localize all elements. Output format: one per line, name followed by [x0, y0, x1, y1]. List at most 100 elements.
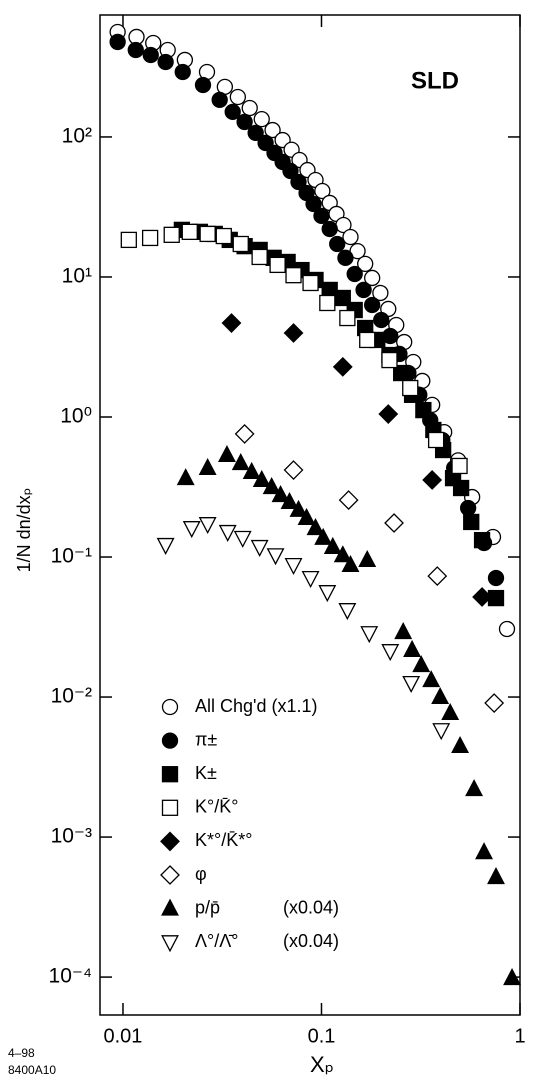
marker — [498, 620, 516, 638]
marker — [364, 296, 381, 314]
marker — [432, 723, 451, 741]
marker — [247, 124, 264, 141]
legend-label: π± — [195, 729, 217, 749]
legend-marker — [161, 766, 179, 783]
marker — [465, 779, 484, 797]
marker — [378, 404, 399, 424]
marker — [427, 431, 445, 449]
legend-label: K± — [195, 763, 217, 783]
legend-label: φ — [195, 864, 207, 884]
marker — [422, 670, 441, 688]
marker — [314, 182, 331, 200]
x-tick-label: 0.01 — [104, 1025, 143, 1047]
marker — [157, 53, 174, 71]
marker — [198, 517, 217, 535]
marker — [241, 99, 258, 117]
marker — [364, 269, 381, 287]
marker — [217, 445, 236, 463]
marker — [283, 460, 304, 480]
marker — [381, 351, 398, 369]
marker — [306, 518, 325, 536]
legend-marker — [161, 698, 179, 716]
marker — [297, 507, 316, 526]
marker — [503, 968, 522, 986]
marker — [329, 235, 346, 253]
legend-label: K°/K̄° — [195, 797, 238, 817]
marker — [285, 267, 302, 284]
marker — [236, 113, 253, 131]
marker — [384, 513, 404, 533]
marker — [211, 91, 228, 109]
legend-label: Λ°/Λ̄° — [195, 931, 238, 951]
marker — [127, 41, 144, 59]
marker — [381, 644, 400, 662]
marker — [174, 63, 191, 81]
legend-marker — [161, 935, 179, 953]
marker — [221, 313, 242, 333]
legend-note: (x0.04) — [283, 931, 339, 951]
legend-label: K*°/K̄*° — [195, 830, 252, 850]
y-axis-label: 1/N dn/dxₚ — [14, 488, 34, 573]
marker — [359, 331, 376, 349]
marker — [402, 379, 419, 397]
marker — [473, 531, 491, 549]
marker — [357, 255, 374, 273]
marker — [305, 195, 322, 213]
marker — [163, 226, 180, 243]
marker — [120, 231, 137, 249]
marker — [346, 265, 363, 283]
marker — [266, 548, 285, 566]
marker — [109, 33, 126, 51]
marker — [242, 461, 261, 479]
marker — [284, 557, 303, 576]
marker — [373, 311, 390, 329]
marker — [323, 536, 342, 554]
marker — [484, 693, 505, 713]
marker — [233, 530, 252, 548]
marker — [441, 702, 460, 721]
marker — [283, 323, 304, 343]
marker — [459, 499, 477, 517]
marker — [250, 539, 269, 557]
marker — [253, 111, 270, 128]
marker — [142, 46, 159, 64]
marker — [451, 735, 470, 754]
marker — [224, 103, 241, 121]
y-tick-label: 10⁰ — [60, 405, 92, 428]
legend-marker — [160, 865, 180, 885]
marker — [280, 492, 299, 510]
marker — [422, 470, 443, 490]
marker — [431, 687, 450, 705]
marker — [141, 229, 159, 247]
marker — [301, 570, 320, 589]
x-tick-label: 0.1 — [308, 1025, 336, 1047]
y-tick-label: 10² — [62, 125, 92, 148]
marker — [156, 537, 175, 555]
marker — [342, 228, 359, 246]
annotation: SLD — [411, 67, 459, 94]
marker — [194, 76, 212, 94]
marker — [341, 554, 360, 573]
marker — [415, 401, 432, 419]
marker — [319, 294, 336, 312]
legend-label: All Chg'd (x1.1) — [195, 696, 317, 716]
marker — [355, 281, 372, 299]
marker — [215, 227, 232, 245]
marker — [218, 524, 237, 542]
marker — [452, 479, 470, 497]
marker — [487, 867, 505, 885]
x-axis-label: Xₚ — [310, 1052, 334, 1077]
marker — [427, 566, 448, 586]
marker — [372, 284, 389, 302]
marker — [262, 477, 281, 495]
y-tick-label: 10⁻² — [51, 685, 92, 708]
marker — [271, 485, 290, 503]
marker — [290, 173, 307, 191]
legend-marker — [161, 799, 179, 816]
marker — [349, 242, 366, 260]
footnote: 8400A10 — [8, 1063, 56, 1077]
marker — [198, 458, 217, 476]
marker — [403, 639, 422, 657]
